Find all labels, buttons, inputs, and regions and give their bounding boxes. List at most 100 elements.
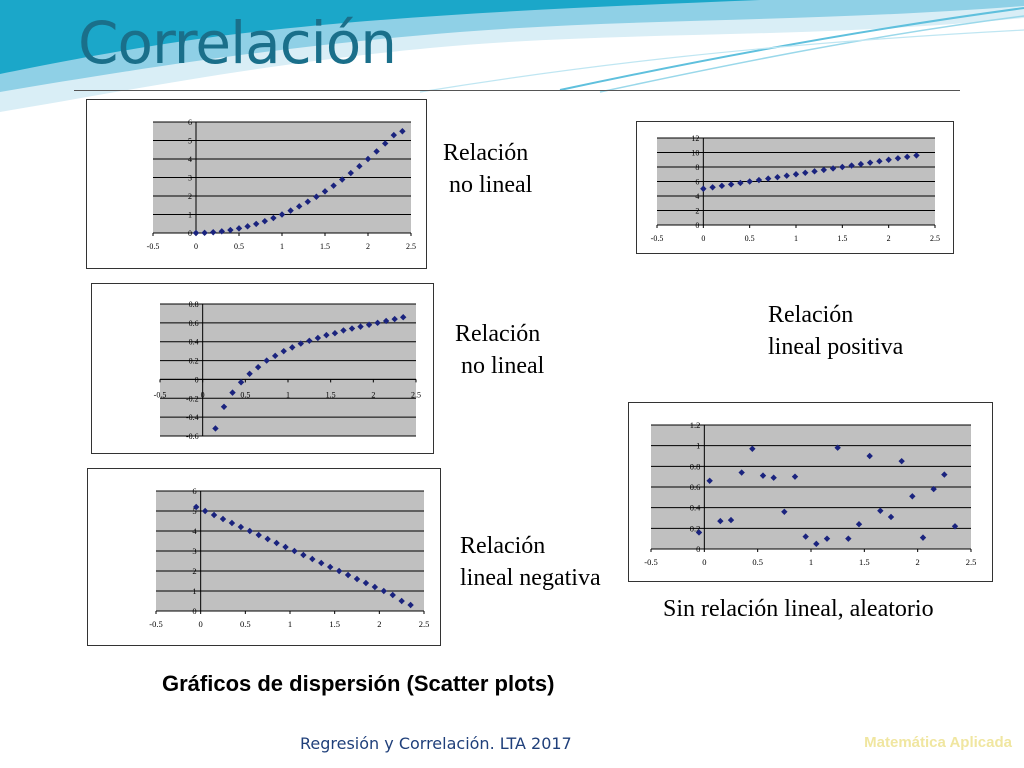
- x-tick-label: 1: [280, 242, 284, 251]
- data-point: [210, 229, 217, 236]
- data-point: [313, 193, 320, 200]
- x-tick-label: 0: [201, 390, 205, 399]
- data-point: [774, 173, 781, 181]
- x-tick-label: -0.5: [149, 619, 162, 629]
- data-point: [792, 171, 800, 178]
- label-line: lineal negativa: [460, 565, 601, 591]
- data-point: [823, 535, 831, 542]
- y-tick-label: -0.6: [186, 432, 199, 441]
- y-tick-label: 0.8: [189, 300, 199, 309]
- x-tick-label: 1.5: [837, 234, 847, 243]
- y-tick-label: 5: [192, 506, 196, 516]
- x-tick-label: 2.5: [406, 242, 416, 251]
- data-point: [300, 551, 307, 559]
- data-point: [362, 579, 370, 587]
- x-tick-label: 0: [701, 234, 705, 243]
- y-tick-label: 0.2: [189, 357, 199, 366]
- footer-text: Regresión y Correlación. LTA 2017: [300, 734, 572, 753]
- label-line: no lineal: [443, 172, 533, 198]
- x-tick-label: 2.5: [966, 557, 977, 567]
- data-point: [254, 363, 262, 371]
- y-tick-label: 1: [188, 211, 192, 220]
- data-point: [374, 319, 381, 327]
- data-point: [783, 172, 790, 179]
- x-tick-label: 2: [366, 242, 370, 251]
- x-tick-label: 2: [887, 234, 891, 243]
- y-tick-label: 0: [195, 375, 199, 384]
- data-point: [371, 583, 379, 591]
- data-point: [330, 182, 337, 189]
- data-point: [291, 547, 298, 555]
- y-tick-label: 8: [695, 163, 699, 172]
- data-point: [264, 535, 271, 543]
- data-point: [237, 523, 245, 531]
- data-point: [201, 229, 208, 237]
- y-tick-label: 0.4: [189, 338, 199, 347]
- data-point: [218, 228, 225, 235]
- data-point: [282, 543, 289, 551]
- data-point: [193, 503, 200, 511]
- y-tick-label: 0.6: [189, 319, 199, 328]
- data-point: [382, 317, 390, 325]
- data-point: [304, 198, 311, 205]
- data-point: [391, 315, 398, 323]
- data-point: [272, 352, 279, 360]
- data-point: [357, 323, 364, 330]
- y-tick-label: 2: [192, 566, 196, 576]
- data-point: [278, 211, 286, 218]
- page-title: Correlación: [78, 9, 397, 77]
- y-tick-label: 12: [691, 134, 699, 143]
- y-tick-label: 6: [188, 118, 192, 127]
- x-tick-label: 2: [371, 390, 375, 399]
- data-point: [855, 521, 863, 528]
- data-point: [318, 559, 325, 567]
- data-point: [219, 515, 227, 523]
- y-tick-label: 5: [188, 137, 192, 146]
- data-point: [327, 563, 334, 571]
- data-point: [246, 527, 253, 535]
- label-line: no lineal: [455, 353, 545, 379]
- data-point: [331, 330, 339, 337]
- y-tick-label: 6: [695, 178, 699, 187]
- data-point: [904, 153, 911, 161]
- label-curve-up: Relación no lineal: [443, 137, 532, 201]
- data-point: [321, 188, 329, 195]
- x-tick-label: 2.5: [411, 390, 421, 399]
- label-line: Relación: [443, 140, 529, 166]
- header-wave-decoration: [0, 0, 1024, 112]
- data-point: [811, 168, 818, 175]
- data-point: [380, 587, 387, 595]
- data-point: [314, 334, 322, 342]
- data-point: [373, 148, 380, 155]
- y-tick-label: 3: [188, 174, 192, 183]
- data-point: [296, 203, 303, 210]
- y-tick-label: 1.2: [690, 420, 701, 430]
- chart-frame-random: 0 0.2 0.4 0.6 0.8 1 1.2 -0.5 0 0.5 1 1.5 2 2.5: [628, 402, 993, 582]
- data-point: [306, 337, 313, 344]
- label-positive: Relación lineal positiva: [768, 299, 903, 363]
- x-tick-label: 1: [809, 557, 813, 567]
- y-tick-label: 2: [695, 207, 699, 216]
- y-tick-label: -0.4: [186, 413, 199, 422]
- data-point: [228, 519, 236, 527]
- data-point: [270, 214, 277, 222]
- x-tick-label: 1.5: [326, 390, 336, 399]
- x-tick-label: 0: [199, 619, 203, 629]
- data-point: [289, 344, 296, 351]
- y-tick-label: 4: [695, 192, 699, 201]
- data-point: [212, 425, 219, 432]
- x-tick-label: -0.5: [154, 390, 167, 399]
- data-point: [389, 591, 396, 599]
- data-point: [227, 226, 234, 234]
- data-point: [273, 539, 280, 547]
- data-point: [913, 152, 920, 159]
- x-tick-label: 0.5: [240, 619, 251, 629]
- data-point: [237, 379, 245, 386]
- scatter-chart-positive: 024681012-0.500.511.522.5: [651, 134, 940, 243]
- data-point: [829, 165, 837, 172]
- label-line: Relación: [768, 302, 854, 328]
- title-divider: [74, 90, 960, 91]
- x-tick-label: -0.5: [147, 242, 160, 251]
